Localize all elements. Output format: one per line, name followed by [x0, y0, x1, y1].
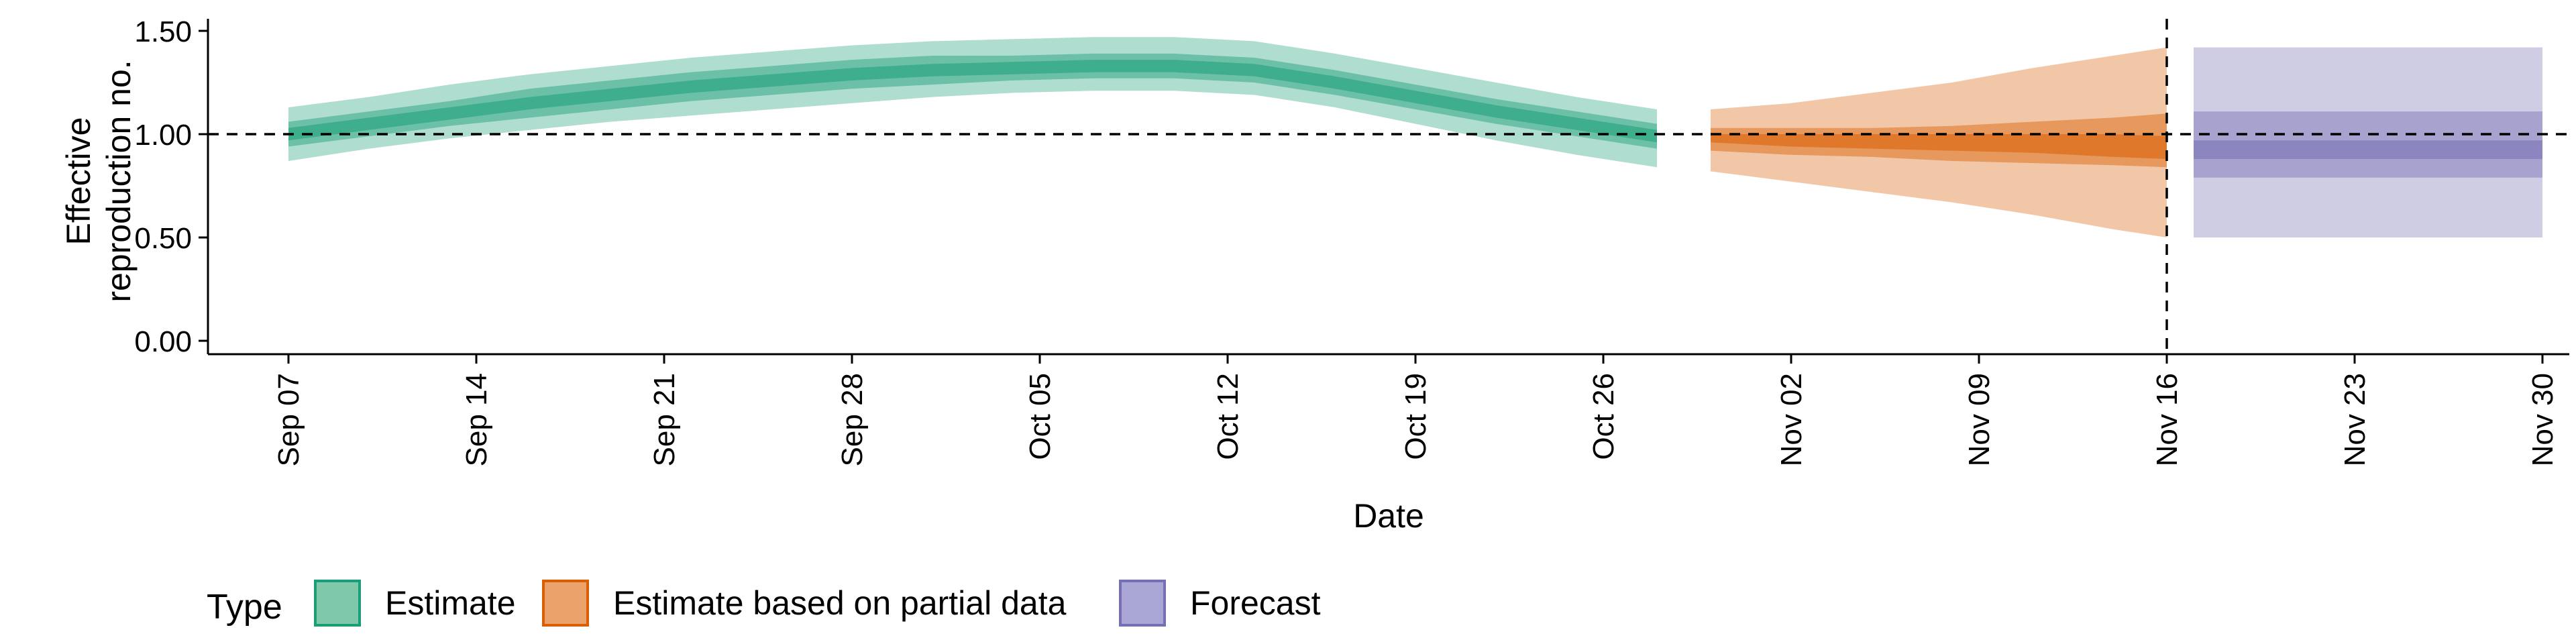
legend-key [542, 580, 589, 627]
legend-item-estimate-based-on-partial-data: Estimate based on partial data [542, 580, 1067, 627]
legend-key [314, 580, 361, 627]
legend: Type Estimate Estimate based on partial d… [207, 580, 1321, 627]
x-tick-label: Nov 23 [2339, 373, 2371, 466]
y-axis-title: Effective reproduction no. [60, 60, 138, 302]
x-tick-label: Oct 12 [1212, 373, 1244, 460]
band-20pct-estimate-based-on-partial-data [1711, 134, 2167, 159]
legend-item-estimate: Estimate [314, 580, 516, 627]
x-axis-title: Date [1353, 497, 1424, 535]
legend-key [1119, 580, 1166, 627]
x-tick-label: Nov 09 [1963, 373, 1996, 466]
y-tick-label: 1.50 [134, 15, 192, 48]
band-90pct-estimate [288, 37, 1657, 168]
x-tick-label: Sep 07 [272, 373, 305, 466]
y-axis-ticks: 0.00 0.50 1.00 1.50 [134, 15, 208, 358]
legend-item-forecast: Forecast [1119, 580, 1321, 627]
x-tick-label: Oct 19 [1399, 373, 1432, 460]
x-axis-ticks: Sep 07 Sep 14 Sep 21 Sep 28 Oct 05 Oct 12 Oct … [272, 354, 2559, 466]
legend-label: Forecast [1190, 584, 1321, 622]
x-tick-label: Oct 26 [1587, 373, 1620, 460]
x-tick-label: Nov 16 [2151, 373, 2184, 466]
series-estimate [288, 37, 1657, 168]
x-tick-label: Sep 21 [648, 373, 681, 466]
y-tick-label: 0.00 [134, 325, 192, 358]
x-tick-label: Sep 28 [836, 373, 869, 466]
ribbon-layer [288, 37, 2542, 237]
legend-label: Estimate based on partial data [613, 584, 1067, 622]
band-20pct-forecast [2194, 140, 2542, 159]
y-axis-title-line: reproduction no. [100, 60, 138, 302]
x-tick-label: Sep 14 [460, 373, 493, 466]
legend-title: Type [207, 588, 282, 627]
series-forecast [2194, 47, 2542, 237]
x-tick-label: Nov 30 [2526, 373, 2559, 466]
legend-label: Estimate [385, 584, 516, 622]
y-axis-title-line: Effective [60, 117, 97, 246]
y-tick-label: 0.50 [134, 222, 192, 255]
x-tick-label: Oct 05 [1024, 373, 1057, 460]
y-tick-label: 1.00 [134, 119, 192, 152]
series-estimate-based-on-partial-data [1711, 47, 2167, 237]
band-20pct-estimate [288, 60, 1657, 143]
x-tick-label: Nov 02 [1775, 373, 1808, 466]
